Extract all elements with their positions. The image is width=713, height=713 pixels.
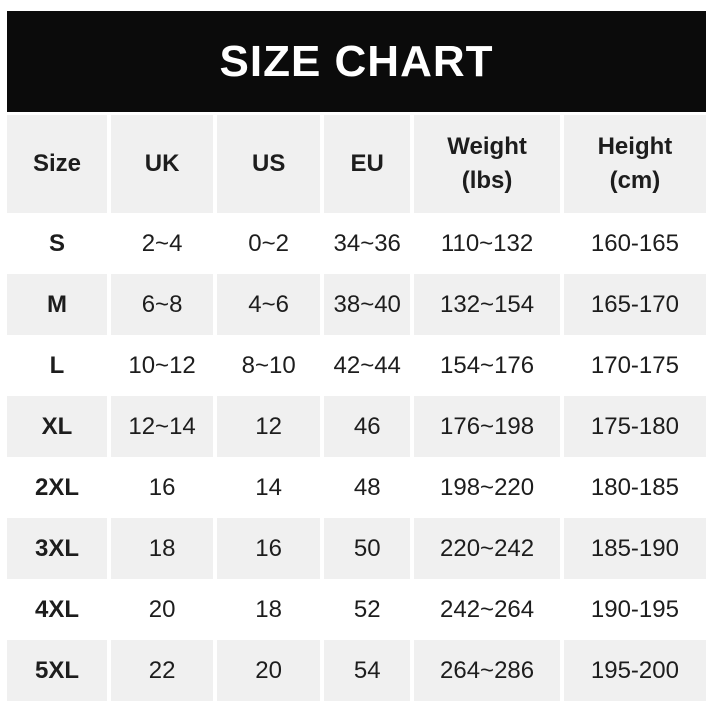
table-cell: 52 xyxy=(320,579,411,640)
table-row-5xl: 5XL 22 20 54 264~286 195-200 xyxy=(7,640,706,701)
size-table-header: Size UK US EU Weight (lbs) Height (cm) xyxy=(7,115,706,213)
table-cell: 50 xyxy=(320,518,411,579)
table-cell: 12~14 xyxy=(106,396,214,457)
table-row-3xl: 3XL 18 16 50 220~242 185-190 xyxy=(7,518,706,579)
column-header-us: US xyxy=(213,115,321,213)
size-table: Size UK US EU Weight (lbs) Height (cm) S 2~4 0~… xyxy=(7,115,706,701)
table-cell: 14 xyxy=(213,457,321,518)
table-cell: 190-195 xyxy=(559,579,706,640)
table-row-m: M 6~8 4~6 38~40 132~154 165-170 xyxy=(7,274,706,335)
table-cell: 220~242 xyxy=(410,518,560,579)
table-row-l: L 10~12 8~10 42~44 154~176 170-175 xyxy=(7,335,706,396)
table-cell: 34~36 xyxy=(320,213,411,274)
table-cell: 16 xyxy=(106,457,214,518)
table-cell: 8~10 xyxy=(213,335,321,396)
table-cell: 160-165 xyxy=(559,213,706,274)
size-label-cell: 5XL xyxy=(7,640,107,701)
table-cell: 0~2 xyxy=(213,213,321,274)
table-cell: 16 xyxy=(213,518,321,579)
table-cell: 185-190 xyxy=(559,518,706,579)
table-cell: 20 xyxy=(213,640,321,701)
table-cell: 4~6 xyxy=(213,274,321,335)
table-cell: 54 xyxy=(320,640,411,701)
page-title: SIZE CHART xyxy=(219,36,494,86)
table-cell: 132~154 xyxy=(410,274,560,335)
size-label-cell: M xyxy=(7,274,107,335)
table-cell: 42~44 xyxy=(320,335,411,396)
size-label-cell: XL xyxy=(7,396,107,457)
table-cell: 12 xyxy=(213,396,321,457)
column-header-eu: EU xyxy=(320,115,411,213)
column-header-weight: Weight (lbs) xyxy=(410,115,560,213)
table-cell: 264~286 xyxy=(410,640,560,701)
table-cell: 46 xyxy=(320,396,411,457)
table-cell: 180-185 xyxy=(559,457,706,518)
column-header-size: Size xyxy=(7,115,107,213)
table-cell: 165-170 xyxy=(559,274,706,335)
table-cell: 242~264 xyxy=(410,579,560,640)
table-row-xl: XL 12~14 12 46 176~198 175-180 xyxy=(7,396,706,457)
table-cell: 38~40 xyxy=(320,274,411,335)
table-cell: 10~12 xyxy=(106,335,214,396)
table-cell: 20 xyxy=(106,579,214,640)
table-cell: 6~8 xyxy=(106,274,214,335)
table-cell: 198~220 xyxy=(410,457,560,518)
column-header-uk: UK xyxy=(106,115,214,213)
column-header-height: Height (cm) xyxy=(559,115,706,213)
table-cell: 175-180 xyxy=(559,396,706,457)
table-cell: 110~132 xyxy=(410,213,560,274)
table-cell: 18 xyxy=(106,518,214,579)
table-cell: 18 xyxy=(213,579,321,640)
size-label-cell: 2XL xyxy=(7,457,107,518)
table-cell: 176~198 xyxy=(410,396,560,457)
size-label-cell: 4XL xyxy=(7,579,107,640)
table-row-4xl: 4XL 20 18 52 242~264 190-195 xyxy=(7,579,706,640)
size-label-cell: S xyxy=(7,213,107,274)
size-chart-banner: SIZE CHART xyxy=(7,11,706,112)
size-label-cell: L xyxy=(7,335,107,396)
table-cell: 154~176 xyxy=(410,335,560,396)
size-table-body: S 2~4 0~2 34~36 110~132 160-165 M 6~8 4~6 38~40 13… xyxy=(7,213,706,701)
size-label-cell: 3XL xyxy=(7,518,107,579)
table-row-s: S 2~4 0~2 34~36 110~132 160-165 xyxy=(7,213,706,274)
header-row: Size UK US EU Weight (lbs) Height (cm) xyxy=(7,115,706,213)
table-cell: 48 xyxy=(320,457,411,518)
table-row-2xl: 2XL 16 14 48 198~220 180-185 xyxy=(7,457,706,518)
table-cell: 2~4 xyxy=(106,213,214,274)
table-cell: 170-175 xyxy=(559,335,706,396)
table-cell: 22 xyxy=(106,640,214,701)
table-cell: 195-200 xyxy=(559,640,706,701)
